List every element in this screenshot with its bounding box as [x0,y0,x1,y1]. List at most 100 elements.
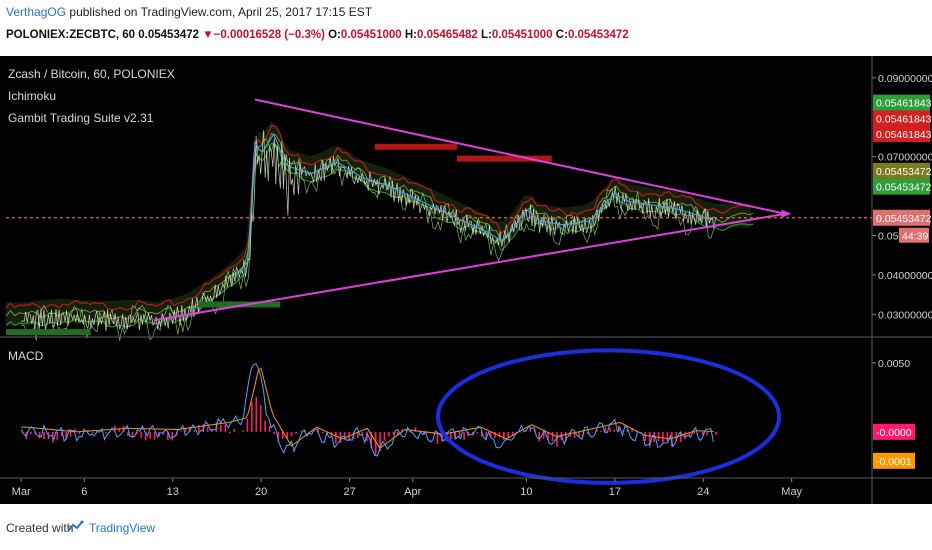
macd-histogram-bar [480,431,483,437]
macd-histogram-bar [339,431,342,443]
macd-histogram-bar [299,430,302,432]
macd-histogram-bar [587,431,589,434]
macd-histogram-bar [595,429,598,432]
macd-histogram-bar [401,429,403,432]
macd-histogram-bar [30,431,32,435]
macd-histogram-bar [43,431,45,440]
macd-histogram-bar [383,431,386,441]
macd-histogram-bar [671,431,673,447]
macd-histogram-bar [286,431,289,439]
macd-histogram-bar [131,431,134,439]
bar-countdown-badge [899,227,929,243]
price-pane[interactable] [5,98,872,341]
macd-histogram-bar [38,431,41,439]
macd-histogram-bar [153,431,156,440]
symbol-quote-line: POLONIEX:ZECBTC, 60 0.05453472 ▼−0.00016… [6,29,629,41]
macd-histogram-bar [485,431,487,441]
macd-histogram-bar [264,420,266,432]
price-tick-label: 0.04000000 [878,270,932,282]
macd-histogram-bar [573,431,576,438]
macd-histogram-bar [370,431,373,449]
macd-legend-label[interactable]: MACD [8,349,44,363]
price-tick-label: 0.09000000 [878,73,932,85]
macd-histogram-bar [600,430,602,432]
macd-histogram-bar [149,431,151,439]
macd-axis[interactable]: 0.0050 -0.0000 -0.0001 [872,358,915,469]
time-tick-label: 17 [609,486,621,498]
price-change: −0.00016528 (−0.3%) [213,29,325,41]
price-tick-label: 0.07000000 [878,152,932,164]
macd-histogram-bar [242,430,244,432]
macd-histogram-bar [228,431,231,434]
open-value: 0.05451000 [340,29,402,41]
price-badge [873,209,930,226]
macd-badge [873,452,915,469]
macd-histogram-bar [697,431,700,433]
macd-histogram-bar [140,431,143,438]
macd-histogram-bar [666,431,669,442]
macd-histogram-bar [715,431,717,435]
price-axis[interactable]: 0.09000000 0.07000000 0.050 0.04000000 0.030… [872,73,932,321]
time-tick-label: 24 [697,486,709,498]
macd-line[interactable] [20,363,714,457]
macd-histogram-bar [520,431,523,433]
time-tick-label: Mar [12,486,31,498]
macd-histogram-bar [91,431,94,434]
ichimoku-senkou-line [5,124,754,311]
chart-canvas[interactable]: 0.09000000 0.07000000 0.050 0.04000000 0.030… [0,56,932,504]
resistance-zone[interactable] [374,143,457,150]
chart-svg[interactable]: 0.09000000 0.07000000 0.050 0.04000000 0.030… [0,56,932,504]
macd-histogram-bar [684,431,686,440]
macd-histogram-bar [450,431,452,444]
support-zone[interactable] [198,301,281,308]
triangle-lower-trendline[interactable] [153,212,786,322]
tradingview-brand-link[interactable]: TradingView [89,521,156,535]
macd-histogram-bar [69,431,72,437]
last-price: 0.05453472 [138,29,200,41]
macd-histogram-bar [282,431,284,440]
macd-pane[interactable] [20,348,782,485]
macd-histogram-bar [693,431,695,434]
macd-histogram-bar [277,431,280,442]
macd-histogram-bar [706,431,709,436]
macd-histogram-bar [392,431,395,435]
price-tick-label: 0.050 [878,230,904,242]
macd-histogram-bar [193,430,196,432]
macd-histogram-bar [335,431,337,444]
legend-title: Zcash / Bitcoin, 60, POLONIEX [8,67,175,81]
close-value: 0.05453472 [567,29,629,41]
publish-line: VerthagOG published on TradingView.com, … [6,5,372,19]
macd-histogram-bar [467,431,470,436]
time-axis[interactable]: Mar 6 13 20 27 Apr 10 17 24 May [12,478,803,498]
price-badge-label: 0.05453472 [876,182,932,194]
triangle-upper-trendline[interactable] [254,98,786,215]
macd-histogram-bar [162,431,165,435]
macd-histogram-bar [648,431,651,448]
macd-tick-label: 0.0050 [878,358,910,370]
macd-histogram-bar [127,431,129,437]
macd-histogram-bar [494,431,496,438]
macd-histogram-bar [78,431,81,434]
macd-histogram-bar [436,431,439,445]
macd-histogram-bar [65,431,67,440]
chart-header: VerthagOG published on TradingView.com, … [0,0,932,56]
symbol-name[interactable]: POLONIEX:ZECBTC, 60 [6,29,136,41]
macd-histogram-bar [609,427,611,432]
legend-indicator-gambit[interactable]: Gambit Trading Suite v2.31 [8,111,154,125]
author-link[interactable]: VerthagOG [6,5,67,19]
macd-histogram-bar [268,425,271,432]
ichimoku-tenkan-line [5,132,754,320]
support-zone[interactable] [6,329,91,336]
macd-highlight-ellipse[interactable] [436,348,782,485]
macd-histogram-bar [489,431,492,437]
macd-histogram-bar [60,431,63,436]
macd-histogram-bar [220,424,222,432]
resistance-zone[interactable] [456,155,552,162]
macd-histogram-bar [224,424,227,432]
created-with-text: Created with [6,521,74,535]
macd-histogram-bar [551,431,554,442]
macd-histogram-bar [498,431,501,438]
macd-histogram-bar [136,431,138,435]
macd-histogram-bar [556,431,558,447]
legend-indicator-ichimoku[interactable]: Ichimoku [8,89,56,103]
